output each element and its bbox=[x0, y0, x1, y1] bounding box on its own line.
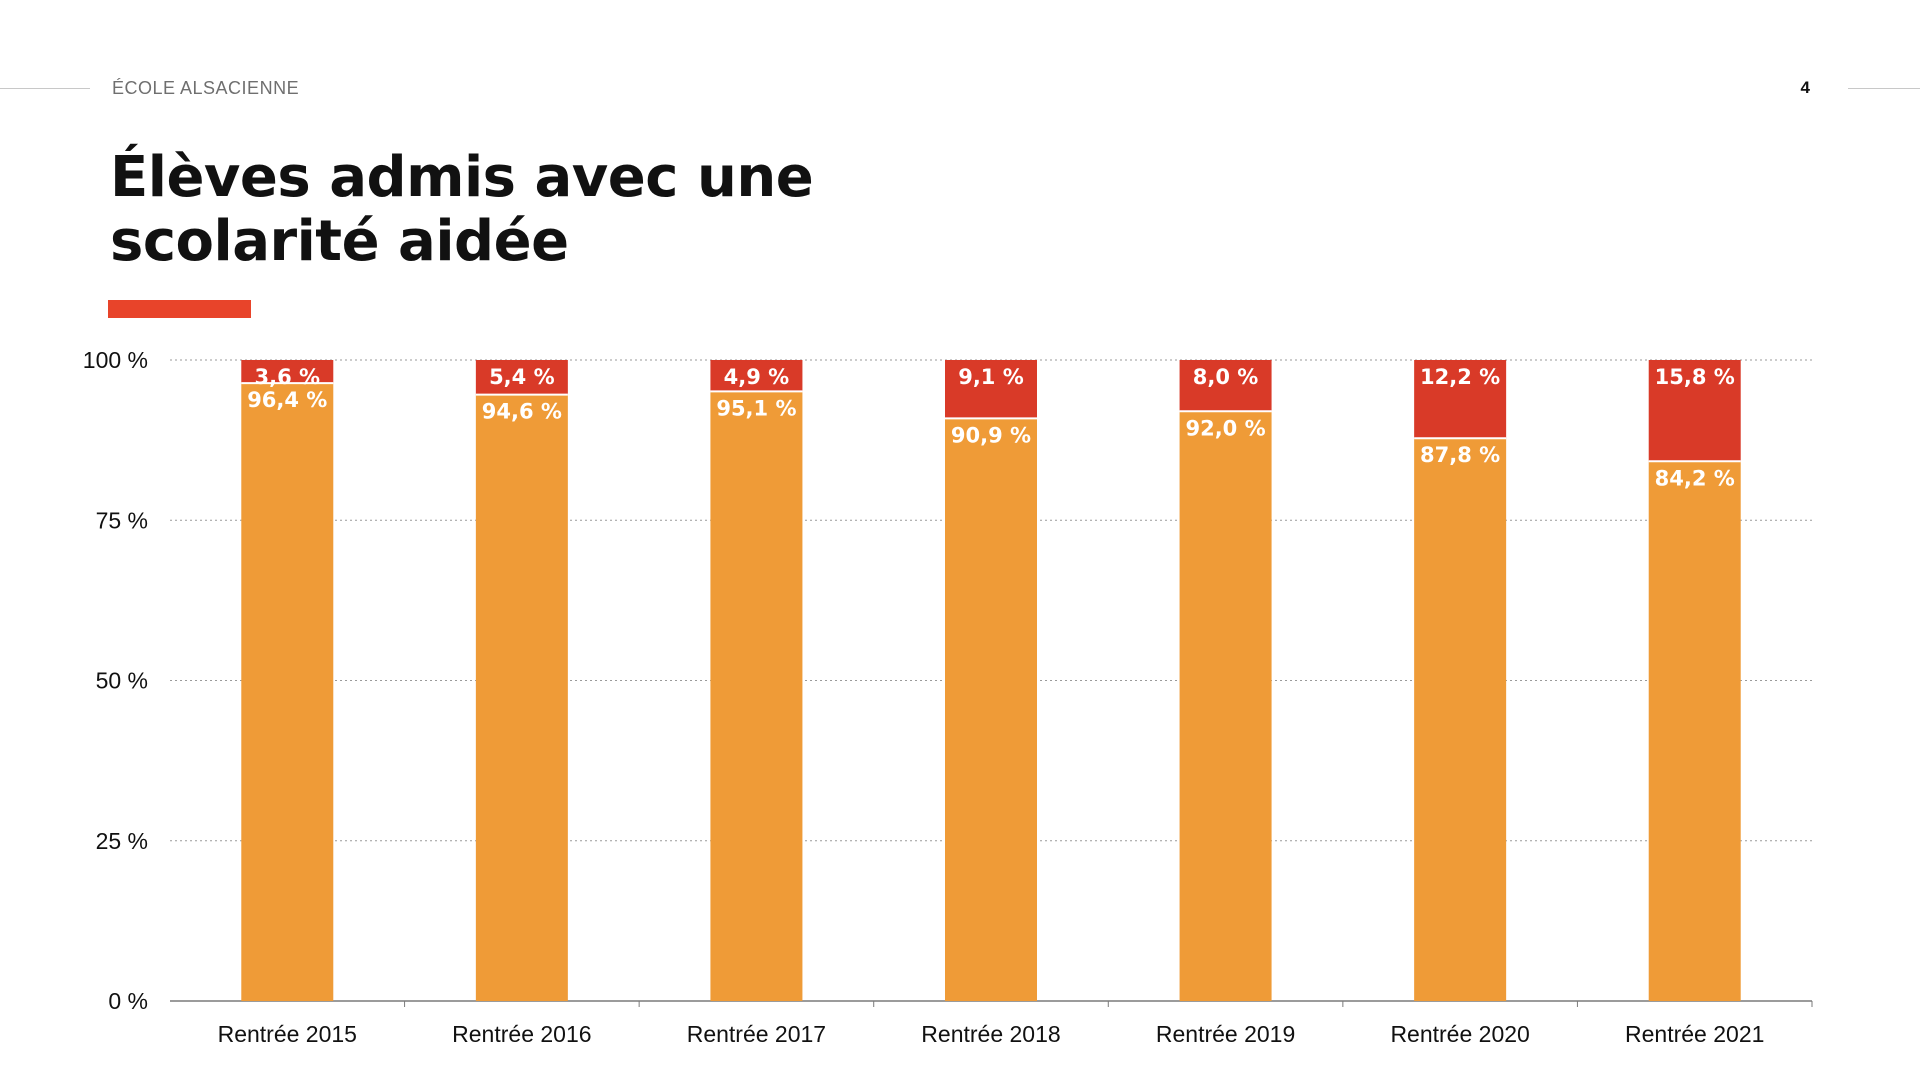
bar-segment-red bbox=[1179, 360, 1272, 412]
x-tick-label: Rentrée 2020 bbox=[1390, 1021, 1529, 1047]
data-label: 94,6 % bbox=[482, 400, 562, 424]
x-tick-label: Rentrée 2019 bbox=[1156, 1021, 1295, 1047]
x-tick-label: Rentrée 2016 bbox=[452, 1021, 591, 1047]
bar-segment-red bbox=[241, 360, 334, 384]
y-tick-label: 0 % bbox=[108, 988, 148, 1014]
title-accent-bar bbox=[108, 300, 251, 318]
bar-segment-red bbox=[1414, 360, 1507, 439]
header-rule-left bbox=[0, 88, 90, 89]
bar-segment-red bbox=[945, 360, 1037, 419]
label-layer: 0 % 25 % 50 % 75 % 100 % 96,4 %3,6 % Rentrée 2… bbox=[83, 347, 1765, 1047]
data-label: 95,1 % bbox=[716, 396, 796, 420]
data-label: 90,9 % bbox=[951, 423, 1031, 447]
x-tick-label: Rentrée 2015 bbox=[218, 1021, 357, 1047]
data-label: 12,2 % bbox=[1420, 365, 1500, 389]
header-rule-right bbox=[1848, 88, 1920, 89]
data-label: 15,8 % bbox=[1655, 365, 1735, 389]
bar-segment-orange bbox=[710, 391, 803, 1001]
bar-segment-orange bbox=[1179, 411, 1272, 1001]
data-label: 96,4 % bbox=[247, 388, 327, 412]
bar-layer bbox=[241, 360, 1741, 1001]
bar-segment-orange bbox=[1414, 438, 1507, 1001]
bar-segment-red bbox=[1648, 360, 1741, 462]
data-label: 92,0 % bbox=[1185, 416, 1265, 440]
data-label: 3,6 % bbox=[255, 365, 321, 389]
data-label: 5,4 % bbox=[489, 365, 555, 389]
x-tick-label: Rentrée 2017 bbox=[687, 1021, 826, 1047]
data-label: 9,1 % bbox=[958, 365, 1024, 389]
bar-segment-red bbox=[710, 360, 803, 392]
data-label: 8,0 % bbox=[1193, 365, 1259, 389]
data-label: 4,9 % bbox=[724, 365, 790, 389]
bar-segment-orange bbox=[475, 394, 568, 1001]
y-tick-label: 25 % bbox=[96, 828, 148, 854]
x-tick-label: Rentrée 2021 bbox=[1625, 1021, 1764, 1047]
bar-segment-orange bbox=[945, 418, 1037, 1001]
bar-segment-orange bbox=[1648, 461, 1741, 1001]
data-label: 84,2 % bbox=[1655, 466, 1735, 490]
page-title: Élèves admis avec une scolarité aidée bbox=[110, 145, 814, 274]
y-tick-label: 100 % bbox=[83, 347, 148, 373]
bar-segment-orange bbox=[241, 383, 334, 1001]
page-number: 4 bbox=[1800, 78, 1810, 97]
y-tick-label: 50 % bbox=[96, 668, 148, 694]
y-tick-label: 75 % bbox=[96, 507, 148, 533]
bar-segment-red bbox=[475, 360, 568, 395]
brand-name: ÉCOLE ALSACIENNE bbox=[112, 78, 300, 98]
x-tick-label: Rentrée 2018 bbox=[921, 1021, 1060, 1047]
data-label: 87,8 % bbox=[1420, 443, 1500, 467]
